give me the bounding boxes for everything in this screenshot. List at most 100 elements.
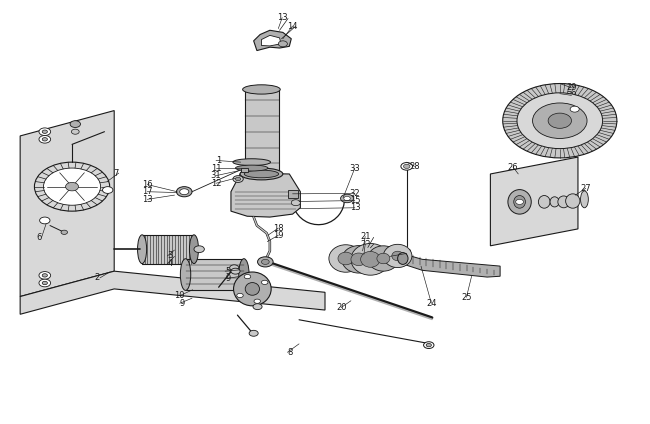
Ellipse shape: [351, 253, 367, 266]
Text: 18: 18: [273, 223, 284, 232]
Text: 5: 5: [225, 267, 230, 276]
FancyBboxPatch shape: [240, 167, 248, 172]
Circle shape: [515, 199, 523, 204]
Circle shape: [40, 217, 50, 224]
Ellipse shape: [538, 195, 550, 208]
Text: 32: 32: [350, 189, 360, 198]
Text: 7: 7: [114, 169, 119, 178]
Circle shape: [39, 279, 51, 287]
Text: 23: 23: [402, 249, 412, 258]
Circle shape: [341, 194, 354, 203]
Ellipse shape: [189, 235, 198, 264]
Circle shape: [261, 280, 268, 285]
Text: 9: 9: [225, 274, 230, 283]
Text: 13: 13: [142, 195, 153, 204]
Circle shape: [244, 274, 251, 279]
Text: 3: 3: [167, 251, 173, 260]
Ellipse shape: [239, 259, 249, 290]
Circle shape: [229, 265, 239, 271]
Ellipse shape: [508, 190, 531, 214]
Circle shape: [39, 136, 51, 143]
Circle shape: [44, 168, 101, 205]
Text: 10: 10: [174, 291, 185, 300]
Circle shape: [278, 41, 287, 47]
Circle shape: [70, 121, 81, 128]
Text: 9: 9: [179, 299, 185, 308]
Ellipse shape: [351, 243, 390, 275]
Text: 24: 24: [426, 299, 437, 308]
Ellipse shape: [233, 272, 271, 306]
Circle shape: [42, 138, 47, 141]
Circle shape: [257, 257, 273, 267]
Circle shape: [253, 304, 262, 310]
Circle shape: [502, 84, 617, 158]
Circle shape: [249, 330, 258, 336]
Polygon shape: [402, 254, 500, 277]
Circle shape: [39, 272, 51, 279]
Circle shape: [426, 343, 432, 347]
Text: 19: 19: [273, 231, 283, 240]
Circle shape: [194, 246, 204, 253]
Ellipse shape: [180, 259, 190, 290]
Ellipse shape: [368, 246, 399, 271]
Circle shape: [237, 293, 243, 298]
Ellipse shape: [240, 168, 283, 180]
Circle shape: [103, 187, 113, 193]
Ellipse shape: [235, 165, 268, 171]
Text: 29: 29: [566, 83, 577, 92]
Circle shape: [532, 103, 587, 139]
Ellipse shape: [514, 195, 525, 208]
Text: 8: 8: [287, 348, 292, 357]
Text: 4: 4: [167, 259, 173, 268]
Text: 16: 16: [142, 180, 153, 189]
Text: 27: 27: [580, 184, 592, 193]
Ellipse shape: [398, 253, 408, 265]
Circle shape: [39, 128, 51, 136]
Text: 13: 13: [350, 203, 360, 212]
Text: 14: 14: [287, 22, 298, 31]
Ellipse shape: [580, 191, 588, 208]
Ellipse shape: [244, 170, 279, 178]
Circle shape: [233, 176, 243, 182]
Circle shape: [72, 129, 79, 134]
Text: 20: 20: [336, 303, 346, 312]
Text: 6: 6: [36, 233, 42, 242]
Circle shape: [570, 106, 579, 112]
Text: 26: 26: [508, 163, 518, 172]
Ellipse shape: [242, 85, 280, 94]
Ellipse shape: [245, 282, 259, 295]
Ellipse shape: [338, 252, 354, 265]
Circle shape: [34, 162, 110, 211]
FancyBboxPatch shape: [142, 235, 194, 264]
Text: 1: 1: [216, 156, 221, 165]
Circle shape: [42, 274, 47, 277]
Text: 2: 2: [95, 273, 100, 282]
Circle shape: [179, 189, 188, 195]
Circle shape: [291, 200, 300, 206]
Ellipse shape: [558, 196, 569, 208]
Ellipse shape: [384, 244, 412, 268]
Text: 28: 28: [410, 162, 420, 171]
Text: 13: 13: [277, 13, 287, 22]
Circle shape: [254, 299, 261, 303]
Polygon shape: [20, 271, 325, 314]
Text: 21: 21: [360, 232, 370, 241]
Text: 30: 30: [566, 91, 577, 100]
Text: 12: 12: [211, 179, 221, 188]
Ellipse shape: [361, 251, 380, 267]
Circle shape: [548, 113, 571, 128]
Circle shape: [261, 259, 269, 265]
Circle shape: [42, 130, 47, 134]
Ellipse shape: [329, 245, 363, 272]
Text: 11: 11: [211, 164, 221, 173]
Text: 17: 17: [142, 187, 153, 196]
FancyBboxPatch shape: [288, 190, 298, 198]
Ellipse shape: [138, 235, 147, 264]
Ellipse shape: [377, 253, 390, 264]
Circle shape: [344, 196, 350, 201]
Circle shape: [517, 93, 603, 148]
Ellipse shape: [566, 194, 580, 208]
Polygon shape: [20, 111, 114, 296]
Circle shape: [42, 281, 47, 285]
Text: 15: 15: [350, 196, 360, 205]
